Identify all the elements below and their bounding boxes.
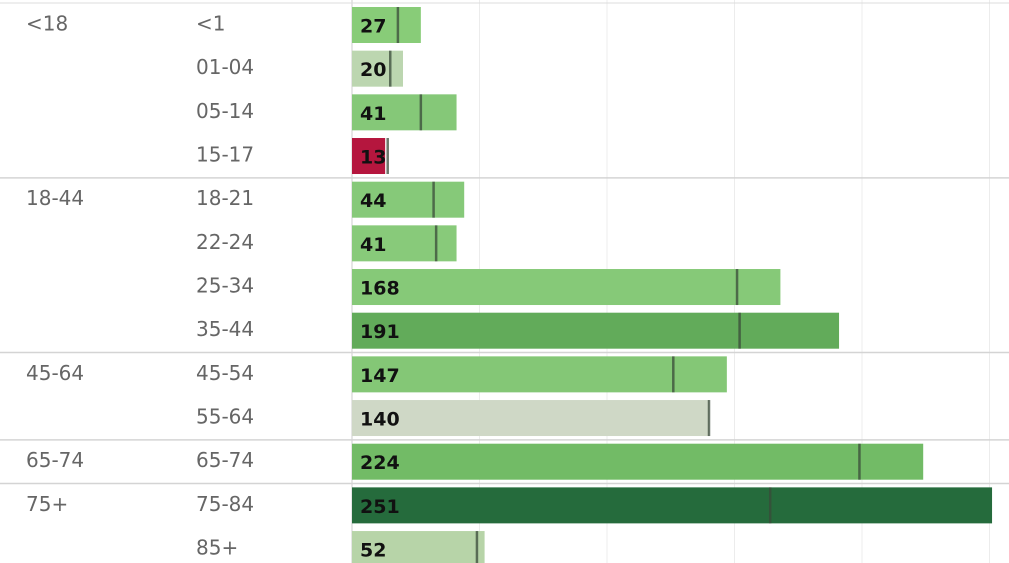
bar	[352, 487, 993, 524]
bar	[352, 225, 457, 262]
bar	[352, 531, 485, 563]
value-label: 224	[360, 452, 400, 474]
value-label: 52	[360, 540, 386, 562]
bar	[352, 94, 457, 131]
bar	[352, 400, 709, 437]
bar	[352, 50, 403, 87]
category-label: 15-17	[196, 143, 254, 167]
category-label: 22-24	[196, 230, 254, 254]
bar	[352, 7, 421, 43]
value-label: 27	[360, 16, 386, 38]
value-label: 168	[360, 278, 400, 300]
bar	[352, 443, 924, 480]
bar	[352, 181, 465, 218]
value-label: 41	[360, 103, 386, 125]
value-label: 251	[360, 496, 400, 518]
bar	[352, 356, 727, 393]
value-label: 44	[360, 190, 386, 212]
category-label: <1	[196, 12, 225, 36]
value-label: 191	[360, 321, 400, 343]
value-label: 140	[360, 409, 400, 431]
category-label: 65-74	[196, 448, 254, 472]
group-label: 75+	[26, 492, 68, 516]
group-label: 65-74	[26, 448, 84, 472]
category-label: 75-84	[196, 492, 254, 516]
group-label: <18	[26, 12, 68, 36]
category-label: 85+	[196, 536, 238, 560]
category-label: 25-34	[196, 274, 254, 298]
bar	[352, 312, 840, 349]
category-label: 05-14	[196, 99, 254, 123]
value-label: 41	[360, 234, 386, 256]
value-label: 147	[360, 365, 400, 387]
bar	[352, 269, 781, 306]
group-label: 45-64	[26, 361, 84, 385]
category-label: 01-04	[196, 55, 254, 79]
value-label: 20	[360, 59, 386, 81]
category-label: 35-44	[196, 317, 254, 341]
bar	[352, 138, 386, 175]
category-label: 18-21	[196, 186, 254, 210]
group-label: 18-44	[26, 186, 84, 210]
category-label: 55-64	[196, 405, 254, 429]
value-label: 13	[360, 147, 386, 169]
category-label: 45-54	[196, 361, 254, 385]
